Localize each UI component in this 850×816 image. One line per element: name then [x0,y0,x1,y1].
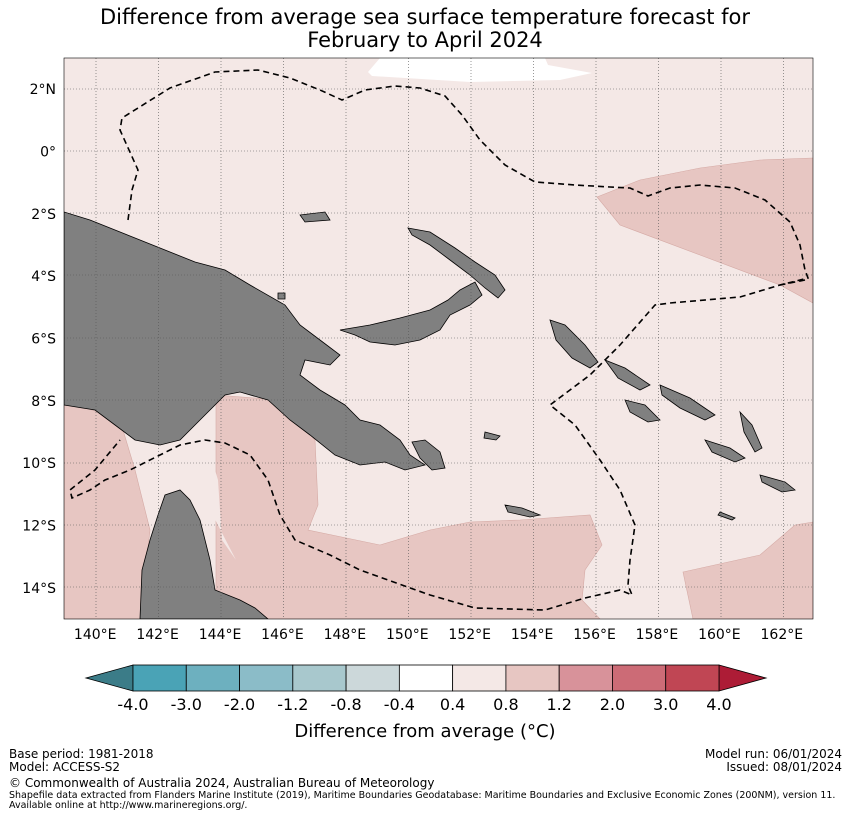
colorbar-segment [505,664,560,692]
latitude-label: 8°S [31,394,56,410]
warm-anomaly-area-southeast [682,521,813,619]
colorbar: -4.0 -3.0 -2.0 -1.2 -0.8 -0.4 0.4 0.8 1.2 2.0 3.0 4… [84,664,768,714]
latitude-label: 2°S [31,207,56,223]
shapefile-credit-line1: Shapefile data extracted from Flanders M… [9,790,836,801]
eez-boundaries [69,69,810,611]
colorbar-tick-label: 1.2 [546,695,571,714]
warm-anomaly-area-south [215,394,603,619]
new-ireland-island [407,227,506,299]
map-gridlines [64,58,813,619]
longitude-label: 140°E [74,627,117,643]
guadalcanal-island [704,439,746,463]
gulf-near-average-area [185,420,250,580]
colorbar-segment [665,664,720,692]
latitude-label: 2°N [30,82,56,98]
map-title-line1: Difference from average sea surface temp… [100,5,750,29]
model-text: Model: ACCESS-S2 [9,760,121,774]
latitude-label: 4°S [31,269,56,285]
colorbar-segment [292,664,347,692]
longitude-label: 156°E [573,627,616,643]
latitude-label: 0° [40,145,56,161]
map-frame [63,57,814,620]
santa-isabel-island [659,384,716,421]
colorbar-label: Difference from average (°C) [294,721,556,742]
colorbar-tick-label: 4.0 [706,695,731,714]
louisiade-islands [504,504,542,518]
colorbar-tick-label: -3.0 [171,695,202,714]
copyright-text: © Commonwealth of Australia 2024, Austra… [9,776,435,790]
new-guinea-landmass [64,211,426,471]
longitude-label: 152°E [448,627,491,643]
colorbar-tick-label: -4.0 [117,695,148,714]
latitude-tick-labels: 2°N 0° 2°S 4°S 6°S 8°S 10°S 12°S 14°S [22,82,56,597]
colorbar-under-triangle [84,664,134,692]
colorbar-tick-label: 0.8 [493,695,518,714]
dentrecasteaux-islands [411,439,446,471]
latitude-label: 10°S [22,456,56,472]
latitude-label: 12°S [22,519,56,535]
solomon-eez-boundary [779,279,806,286]
colorbar-segment [132,664,187,692]
longitude-label: 162°E [761,627,804,643]
colorbar-tick-label: 0.4 [440,695,465,714]
base-period-text: Base period: 1981-2018 [9,747,154,761]
map-title-line2: February to April 2024 [307,28,543,52]
colorbar-over-triangle [718,664,768,692]
small-islands-3 [717,511,736,521]
issued-text: Issued: 08/01/2024 [726,760,842,774]
colorbar-segment [558,664,613,692]
latitude-label: 6°S [31,332,56,348]
longitude-tick-labels: 140°E 142°E 144°E 146°E 148°E 150°E 152°E 154°E… [74,627,803,643]
png-eez-boundary [69,69,810,611]
longitude-label: 160°E [698,627,741,643]
longitude-label: 154°E [511,627,554,643]
latitude-label: 14°S [22,581,56,597]
colorbar-segment [398,664,454,692]
model-run-text: Model run: 06/01/2024 [704,747,842,761]
longitude-label: 148°E [324,627,367,643]
colorbar-tick-label: 2.0 [600,695,625,714]
makira-island [759,474,796,493]
choiseul-island [603,359,651,391]
colorbar-segment [345,664,400,692]
longitude-label: 144°E [199,627,242,643]
small-islands-1 [483,431,501,441]
malaita-island [739,410,763,453]
longitude-label: 150°E [386,627,429,643]
longitude-label: 158°E [636,627,679,643]
colorbar-tick-label: -0.8 [330,695,361,714]
new-georgia-island [624,399,661,423]
colorbar-segment [185,664,240,692]
colorbar-tick-label: -2.0 [224,695,255,714]
longitude-label: 146°E [261,627,304,643]
colorbar-tick-label: -0.4 [384,695,415,714]
colorbar-tick-label: -1.2 [277,695,308,714]
land-masses [64,211,796,619]
shapefile-credit-line2: Available online at http://www.marinereg… [9,800,248,811]
bougainville-island [549,319,599,369]
new-britain-island [339,281,483,346]
colorbar-tick-label: 3.0 [653,695,678,714]
colorbar-segment [452,664,507,692]
small-islands-2 [277,292,286,300]
colorbar-segment [239,664,294,692]
longitude-label: 142°E [136,627,179,643]
near-zero-anomaly-area [368,58,592,82]
colorbar-segment [612,664,667,692]
